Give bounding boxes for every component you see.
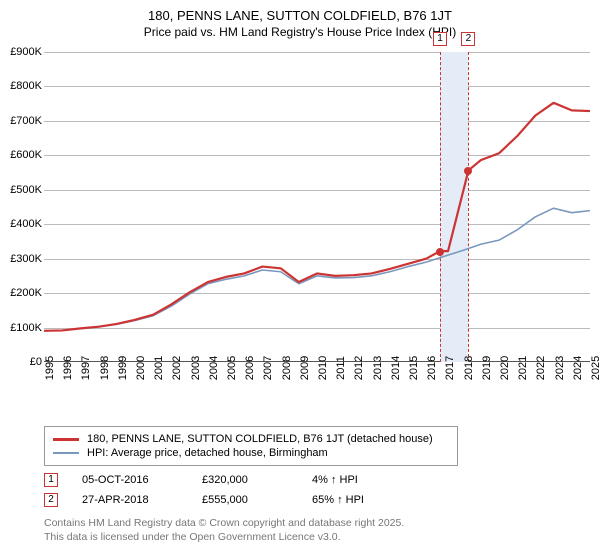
y-axis-label: £500K [10, 184, 42, 196]
x-axis-label: 2005 [226, 356, 238, 380]
x-axis-label: 2003 [190, 356, 202, 380]
sale-marker-icon: 2 [461, 32, 475, 46]
x-axis-label: 1997 [80, 356, 92, 380]
sale-marker-icon: 2 [44, 493, 58, 507]
y-axis-label: £200K [10, 287, 42, 299]
x-axis-label: 2008 [281, 356, 293, 380]
x-axis-label: 2012 [353, 356, 365, 380]
x-axis-label: 1996 [62, 356, 74, 380]
x-axis-label: 2001 [153, 356, 165, 380]
sale-dot-icon [464, 167, 472, 175]
x-axis-label: 2014 [390, 356, 402, 380]
plot-area: 12 [44, 52, 590, 362]
x-axis-label: 2013 [372, 356, 384, 380]
x-axis-label: 2018 [463, 356, 475, 380]
legend-label: HPI: Average price, detached house, Birm… [87, 447, 328, 459]
x-axis-label: 2024 [572, 356, 584, 380]
y-axis-label: £0 [30, 356, 42, 368]
legend: 180, PENNS LANE, SUTTON COLDFIELD, B76 1… [44, 426, 458, 466]
sale-dot-icon [436, 248, 444, 256]
x-axis-label: 2016 [426, 356, 438, 380]
chart-title-line2: Price paid vs. HM Land Registry's House … [0, 25, 600, 39]
sale-marker-icon: 1 [44, 473, 58, 487]
sale-date: 05-OCT-2016 [82, 474, 202, 486]
x-axis-label: 2002 [171, 356, 183, 380]
x-axis-label: 2020 [499, 356, 511, 380]
x-axis-label: 1995 [44, 356, 56, 380]
series-line [44, 208, 590, 331]
footer-line: Contains HM Land Registry data © Crown c… [44, 516, 404, 530]
sale-marker-icon: 1 [433, 32, 447, 46]
y-axis-label: £600K [10, 149, 42, 161]
y-axis-label: £900K [10, 46, 42, 58]
x-axis-label: 2022 [535, 356, 547, 380]
table-row: 1 05-OCT-2016 £320,000 4% ↑ HPI [44, 470, 364, 490]
legend-item: HPI: Average price, detached house, Birm… [53, 446, 449, 460]
table-row: 2 27-APR-2018 £555,000 65% ↑ HPI [44, 490, 364, 510]
x-axis-label: 2015 [408, 356, 420, 380]
footer-line: This data is licensed under the Open Gov… [44, 530, 404, 544]
sales-table: 1 05-OCT-2016 £320,000 4% ↑ HPI 2 27-APR… [44, 470, 364, 510]
sale-price: £555,000 [202, 494, 312, 506]
x-axis-label: 2019 [481, 356, 493, 380]
chart: £0 £100K £200K £300K £400K £500K £600K £700K £80… [0, 46, 600, 416]
x-axis-label: 2021 [517, 356, 529, 380]
footer: Contains HM Land Registry data © Crown c… [44, 516, 404, 544]
x-axis-label: 2017 [444, 356, 456, 380]
sale-delta: 4% ↑ HPI [312, 474, 358, 486]
x-axis-label: 2010 [317, 356, 329, 380]
legend-item: 180, PENNS LANE, SUTTON COLDFIELD, B76 1… [53, 432, 449, 446]
legend-label: 180, PENNS LANE, SUTTON COLDFIELD, B76 1… [87, 433, 433, 445]
x-axis-label: 2006 [244, 356, 256, 380]
x-axis-label: 1999 [117, 356, 129, 380]
x-axis-label: 2023 [554, 356, 566, 380]
sale-delta: 65% ↑ HPI [312, 494, 364, 506]
y-axis-label: £700K [10, 115, 42, 127]
y-axis-label: £400K [10, 218, 42, 230]
y-axis-label: £800K [10, 80, 42, 92]
x-axis-label: 2011 [335, 356, 347, 380]
sale-date: 27-APR-2018 [82, 494, 202, 506]
sale-price: £320,000 [202, 474, 312, 486]
y-axis-label: £100K [10, 322, 42, 334]
x-axis-label: 2007 [262, 356, 274, 380]
x-axis-label: 1998 [99, 356, 111, 380]
chart-title-line1: 180, PENNS LANE, SUTTON COLDFIELD, B76 1… [0, 8, 600, 23]
x-axis-label: 2025 [590, 356, 600, 380]
x-axis-label: 2009 [299, 356, 311, 380]
x-axis-label: 2004 [208, 356, 220, 380]
y-axis-label: £300K [10, 253, 42, 265]
x-axis-label: 2000 [135, 356, 147, 380]
series-line [44, 103, 590, 331]
